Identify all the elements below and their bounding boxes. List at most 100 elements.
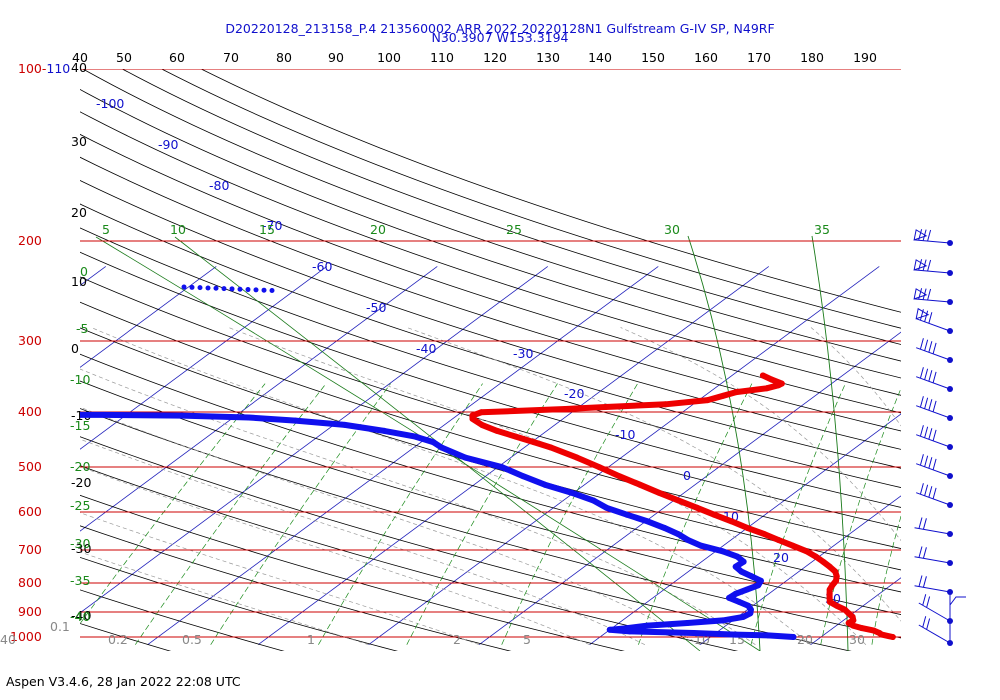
wind-barb <box>914 585 951 593</box>
dewpoint-trace-point <box>101 411 108 418</box>
dewpoint-trace-point <box>178 412 185 419</box>
wind-barb-feather <box>926 618 931 630</box>
dewpoint-point <box>181 284 187 290</box>
temperature-tick-label: 30 <box>71 134 87 149</box>
temperature-trace-point <box>845 620 852 626</box>
temperature-tick-label: -30 <box>71 541 91 556</box>
isotherm-label: -80 <box>209 178 229 193</box>
dewpoint-trace-point <box>438 444 445 451</box>
isotherm-label: -90 <box>158 137 178 152</box>
equivalent-temp-curve <box>811 235 849 651</box>
pressure-label: 700 <box>18 542 42 557</box>
wind-barb-feather <box>919 483 924 495</box>
mixing-ratio-top-label: 5 <box>102 222 110 237</box>
wind-barb-feather <box>928 428 933 440</box>
wind-barb-feather <box>932 458 937 470</box>
mixing-ratio-left-label: 0 <box>80 264 88 279</box>
mixing-ratio-line <box>80 383 266 625</box>
temperature-trace-point <box>768 376 775 383</box>
theta-tick-label: 60 <box>169 50 185 65</box>
dewpoint-trace-point <box>623 511 630 518</box>
dewpoint-trace-point <box>590 497 597 504</box>
mixing-ratio-bottom-label: 5 <box>523 632 531 647</box>
dewpoint-trace-point <box>740 613 747 620</box>
mixing-ratio-top-label: 20 <box>370 222 386 237</box>
dewpoint-trace-point <box>341 421 348 428</box>
isotherm-label: -100 <box>96 96 124 111</box>
wind-barb <box>918 602 951 622</box>
temperature-trace-point <box>574 454 580 461</box>
wind-barb-feather <box>928 312 933 324</box>
wind-barb-feather <box>918 575 923 587</box>
dewpoint-trace-point <box>764 632 771 639</box>
theta-tick-label: 160 <box>694 50 718 65</box>
wind-barb-feather <box>922 229 927 241</box>
dewpoint-point <box>221 286 227 292</box>
temperature-trace-point <box>858 625 865 632</box>
mixing-ratio-bottom-label: 20 <box>797 632 813 647</box>
pressure-label: 1000 <box>10 629 42 644</box>
dewpoint-trace-point <box>430 439 437 446</box>
theta-tick-label: 150 <box>641 50 665 65</box>
temperature-trace-point <box>711 511 718 518</box>
dewpoint-trace-point <box>738 568 745 575</box>
dewpoint-trace-point <box>245 414 252 421</box>
dry-adiabat-line <box>80 203 901 469</box>
isotherm-label: 20 <box>773 550 789 565</box>
wind-barb-feather <box>922 547 927 559</box>
temperature-trace-point <box>763 385 770 392</box>
pressure-label: 400 <box>18 404 42 419</box>
dry-adiabat-line <box>80 494 625 651</box>
wind-barb <box>914 298 951 303</box>
isotherm-line <box>699 495 901 646</box>
temperature-trace-point <box>789 542 796 549</box>
wind-barb-feather <box>919 454 924 466</box>
temperature-trace-point <box>775 537 782 543</box>
temperature-trace-point <box>662 401 669 408</box>
dewpoint-trace-point <box>736 598 743 605</box>
dewpoint-trace-point <box>732 563 739 570</box>
temperature-trace-point <box>812 553 819 560</box>
wind-barb-feather <box>922 594 927 606</box>
dewpoint-trace-point <box>757 577 764 584</box>
wind-barb-feather <box>918 288 923 300</box>
wind-barb-feather <box>919 338 924 350</box>
mixing-ratio-left-label: -30 <box>70 536 90 551</box>
isotherm-line <box>147 266 659 646</box>
mixing-ratio-line <box>946 384 1000 645</box>
dry-adiabat-line <box>80 353 901 593</box>
isotherm-line <box>589 413 901 646</box>
footer-version: Aspen V3.4.6, 28 Jan 2022 22:08 UTC <box>6 674 241 689</box>
moist-adiabat-line <box>91 327 811 645</box>
pressure-label: 300 <box>18 333 42 348</box>
mixing-ratio-line <box>318 383 483 645</box>
temperature-trace-point <box>826 563 833 570</box>
temperature-trace-point <box>759 372 766 379</box>
dewpoint-dotted-segment <box>181 284 275 294</box>
moist-adiabat-line <box>620 327 901 542</box>
isotherm-line <box>810 577 901 646</box>
dewpoint-trace-point <box>675 531 682 538</box>
wind-barb-feather <box>922 259 927 271</box>
wind-barb-feather <box>928 341 933 353</box>
mixing-ratio-top-label: 15 <box>259 222 275 237</box>
mixing-ratio-bottom-label: 30 <box>849 632 865 647</box>
temperature-trace-point <box>833 573 840 580</box>
dewpoint-point <box>189 284 195 290</box>
isotherm-label: -30 <box>513 346 533 361</box>
dry-adiabat-line <box>121 69 901 345</box>
isotherm-label: -40 <box>416 341 436 356</box>
equivalent-temp-curve <box>95 236 761 651</box>
temperature-trace-point <box>849 613 856 620</box>
moist-adiabat-line <box>80 438 646 646</box>
theta-tick-label: 40 <box>72 50 88 65</box>
pressure-label: 200 <box>18 233 42 248</box>
dewpoint-trace-point <box>661 524 668 531</box>
dewpoint-point <box>269 288 275 294</box>
temperature-trace-point <box>889 634 896 640</box>
mixing-ratio-line <box>820 387 901 645</box>
wind-barb-feather <box>918 517 923 529</box>
wind-barb-feather <box>928 399 933 411</box>
mixing-ratio-bottom-label: 0.5 <box>182 632 202 647</box>
